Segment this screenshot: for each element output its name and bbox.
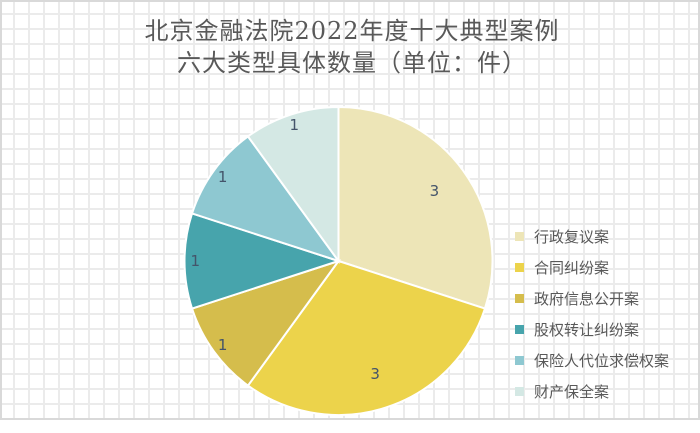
pie-slice	[190, 259, 342, 387]
pie-slice	[183, 212, 342, 310]
legend-item: 股权转让纠纷案	[515, 314, 669, 345]
legend-label: 股权转让纠纷案	[534, 321, 640, 339]
pie-slice	[246, 105, 340, 265]
chart-title-line2: 六大类型具体数量（单位：件）	[177, 49, 527, 77]
legend-item: 保险人代位求偿权案	[515, 345, 669, 376]
pie-chart	[183, 105, 494, 416]
legend-label: 政府信息公开案	[534, 290, 640, 308]
data-label: 1	[217, 336, 228, 355]
legend-swatch	[515, 294, 524, 303]
data-label: 1	[289, 115, 300, 134]
data-label: 1	[190, 252, 201, 270]
data-label: 1	[217, 167, 228, 186]
pie-slice	[337, 105, 494, 310]
chart-area: 北京金融法院2022年度十大典型案例 六大类型具体数量（单位：件） 3 3 1 1 1 1…	[0, 0, 700, 420]
data-label: 3	[370, 364, 380, 383]
legend-swatch	[515, 232, 524, 241]
legend-item: 行政复议案	[515, 221, 669, 252]
legend-item: 合同纠纷案	[515, 252, 669, 283]
legend-item: 财产保全案	[515, 376, 669, 407]
legend-label: 行政复议案	[534, 228, 610, 246]
legend-label: 合同纠纷案	[534, 259, 610, 277]
legend-swatch	[515, 325, 524, 334]
legend-swatch	[515, 356, 524, 365]
legend-swatch	[515, 263, 524, 272]
data-label: 3	[429, 182, 440, 201]
legend: 行政复议案 合同纠纷案 政府信息公开案 股权转让纠纷案 保险人代位求偿权案 财产…	[515, 221, 669, 407]
legend-label: 财产保全案	[534, 383, 610, 401]
pie-slice	[246, 259, 487, 416]
legend-swatch	[515, 387, 524, 396]
pie-slice	[190, 135, 342, 263]
legend-item: 政府信息公开案	[515, 283, 669, 314]
legend-label: 保险人代位求偿权案	[534, 352, 670, 370]
chart-title-line1: 北京金融法院2022年度十大典型案例	[144, 17, 560, 45]
